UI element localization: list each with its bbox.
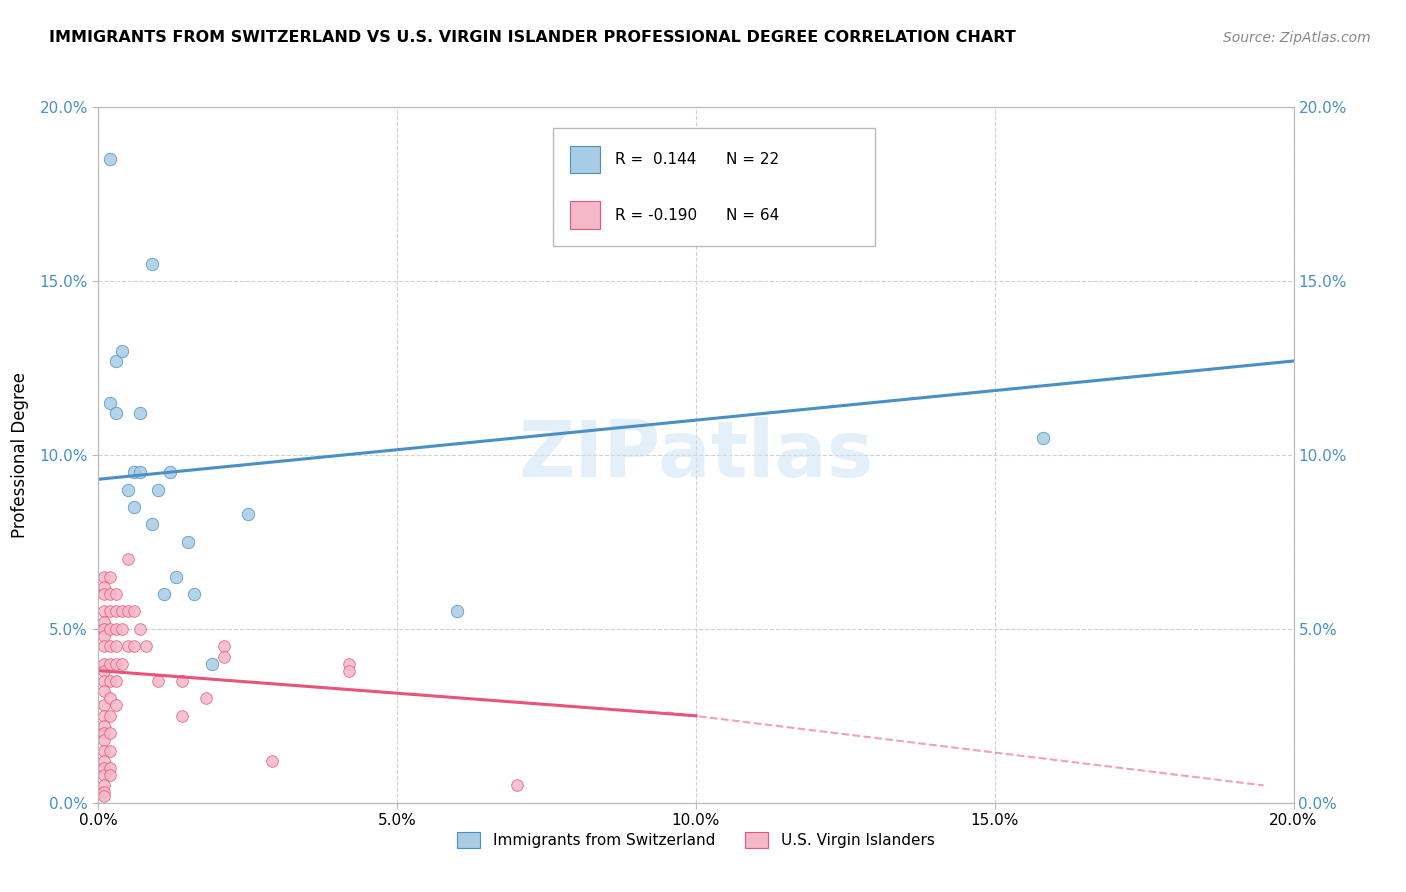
Point [111, 622, 134, 636]
Point [93, 733, 115, 747]
Point [93, 664, 115, 678]
Point [105, 657, 128, 671]
Point [111, 605, 134, 619]
Point [124, 639, 146, 653]
Point [98, 708, 122, 723]
Text: ZIPatlas: ZIPatlas [519, 417, 873, 493]
Point [98, 622, 122, 636]
Point [98, 744, 122, 758]
Point [105, 698, 128, 713]
Point [129, 466, 152, 480]
Point [183, 587, 205, 601]
Point [236, 507, 259, 521]
Bar [571, 145, 600, 173]
Point [506, 778, 529, 793]
Point [98, 395, 122, 409]
Point [98, 657, 122, 671]
Point [98, 674, 122, 689]
Point [201, 657, 224, 671]
Point [93, 580, 115, 594]
Legend: Immigrants from Switzerland, U.S. Virgin Islanders: Immigrants from Switzerland, U.S. Virgin… [451, 826, 941, 855]
Point [93, 615, 115, 629]
Text: R = -0.190: R = -0.190 [614, 208, 697, 223]
Point [98, 587, 122, 601]
Point [93, 657, 115, 671]
Point [98, 605, 122, 619]
Point [98, 761, 122, 775]
Point [105, 639, 128, 653]
Point [93, 570, 115, 584]
Bar [553, 128, 876, 246]
Point [93, 768, 115, 782]
Point [93, 622, 115, 636]
Point [212, 639, 235, 653]
Point [124, 605, 146, 619]
Point [148, 674, 170, 689]
Point [93, 754, 115, 768]
Point [93, 708, 115, 723]
Point [98, 726, 122, 740]
Point [98, 639, 122, 653]
Point [105, 674, 128, 689]
Text: N = 64: N = 64 [725, 208, 779, 223]
Point [98, 768, 122, 782]
Point [141, 517, 163, 532]
Point [129, 622, 152, 636]
Point [93, 698, 115, 713]
Point [129, 406, 152, 420]
Point [117, 605, 139, 619]
Point [93, 785, 115, 799]
Text: IMMIGRANTS FROM SWITZERLAND VS U.S. VIRGIN ISLANDER PROFESSIONAL DEGREE CORRELAT: IMMIGRANTS FROM SWITZERLAND VS U.S. VIRG… [49, 29, 1017, 45]
Point [93, 778, 115, 793]
Point [117, 483, 139, 497]
Point [93, 789, 115, 803]
Point [153, 587, 176, 601]
Point [339, 664, 361, 678]
Point [446, 605, 468, 619]
Point [124, 466, 146, 480]
Point [105, 354, 128, 368]
Point [93, 761, 115, 775]
Point [93, 684, 115, 698]
Y-axis label: Professional Degree: Professional Degree [10, 372, 28, 538]
Point [172, 708, 194, 723]
Point [148, 483, 170, 497]
Point [93, 719, 115, 733]
Point [93, 629, 115, 643]
Point [98, 570, 122, 584]
Point [195, 691, 218, 706]
Point [172, 674, 194, 689]
Point [105, 406, 128, 420]
Point [93, 674, 115, 689]
Point [93, 744, 115, 758]
Point [105, 605, 128, 619]
Point [165, 570, 187, 584]
Point [177, 534, 200, 549]
Text: R =  0.144: R = 0.144 [614, 152, 696, 167]
Text: N = 22: N = 22 [725, 152, 779, 167]
Point [111, 657, 134, 671]
Point [135, 639, 157, 653]
Point [98, 691, 122, 706]
Point [124, 500, 146, 514]
Point [105, 622, 128, 636]
Point [111, 343, 134, 358]
Point [117, 639, 139, 653]
Point [93, 639, 115, 653]
Point [212, 649, 235, 664]
Point [141, 257, 163, 271]
Point [98, 152, 122, 166]
Point [93, 587, 115, 601]
Point [159, 466, 181, 480]
Point [93, 726, 115, 740]
Point [105, 587, 128, 601]
Bar [571, 202, 600, 228]
Point [339, 657, 361, 671]
Point [1032, 430, 1054, 444]
Point [117, 552, 139, 566]
Text: Source: ZipAtlas.com: Source: ZipAtlas.com [1223, 30, 1371, 45]
Point [260, 754, 283, 768]
Point [93, 605, 115, 619]
